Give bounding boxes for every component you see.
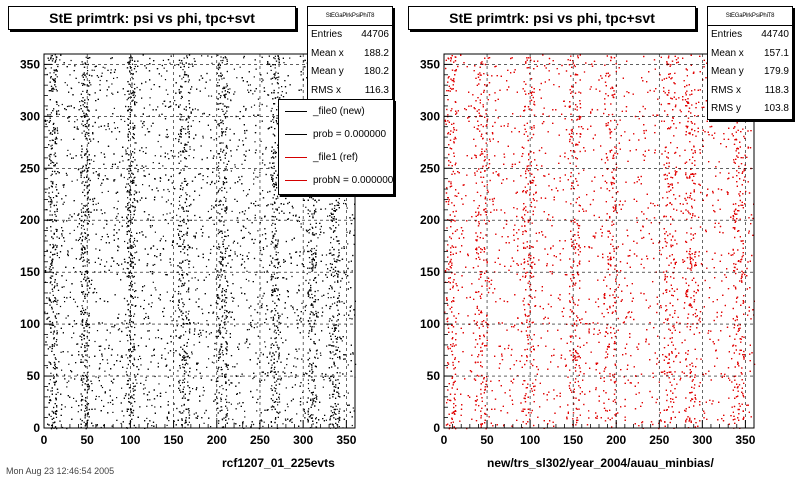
- y-tick-label: 350: [20, 57, 40, 71]
- y-tick-label: 150: [420, 265, 440, 279]
- legend-label: probN = 0.000000: [313, 175, 394, 186]
- legend-line-swatch: [285, 180, 307, 181]
- y-tick-label: 0: [433, 421, 440, 435]
- left-stats-header: StEGaPlrkPsiPhiT8: [308, 7, 392, 26]
- stat-value: 157.1: [763, 47, 789, 59]
- y-tick-label: 300: [420, 109, 440, 123]
- left-stats-box: StEGaPlrkPsiPhiT8 Entries 44706 Mean x 188…: [307, 6, 393, 102]
- right-stats-row: Mean y 179.9: [708, 63, 792, 82]
- x-tick-label: 150: [563, 433, 583, 447]
- stat-label: Mean x: [311, 47, 344, 59]
- stat-value: 44740: [761, 29, 789, 40]
- plot-area-1: 0 50 100 150 200 250 300 350 0 50 100 150 200 250 300 3…: [420, 53, 756, 447]
- left-stats-row: Mean x 188.2: [308, 45, 392, 64]
- stat-value: 103.8: [763, 103, 789, 114]
- right-panel-title: StE primtrk: psi vs phi, tpc+svt: [408, 6, 696, 30]
- plot-area-0: 0 50 100 150 200 250 300 350 0 50 100 150 200 250 300 3…: [20, 53, 357, 447]
- stat-value: 118.3: [764, 84, 789, 96]
- x-tick-label: 300: [293, 433, 313, 447]
- left-stats-row: Mean y 180.2: [308, 63, 392, 82]
- legend-label: prob = 0.000000: [313, 129, 387, 140]
- legend-label: _file0 (new): [313, 106, 365, 117]
- x-tick-label: 50: [81, 433, 95, 447]
- stat-value: 116.3: [364, 84, 389, 96]
- stat-label: RMS y: [711, 103, 741, 114]
- y-tick-label: 300: [20, 109, 40, 123]
- y-tick-label: 200: [420, 213, 440, 227]
- x-tick-label: 250: [649, 433, 669, 447]
- right-stats-header: StEGaPlrkPsiPhiT8: [708, 7, 792, 26]
- y-tick-label: 350: [420, 57, 440, 71]
- stat-label: Mean x: [711, 47, 744, 59]
- left-x-axis-caption: rcf1207_01_225evts: [222, 456, 335, 470]
- x-tick-label: 200: [606, 433, 626, 447]
- y-tick-label: 50: [27, 369, 41, 383]
- y-tick-label: 250: [420, 161, 440, 175]
- y-tick-label: 250: [20, 161, 40, 175]
- y-tick-label: 150: [20, 265, 40, 279]
- right-stats-row: RMS x 118.3: [708, 82, 792, 101]
- y-tick-label: 100: [420, 317, 440, 331]
- right-stats-row: RMS y 103.8: [708, 100, 792, 119]
- x-tick-label: 0: [41, 433, 48, 447]
- stat-label: Entries: [711, 29, 743, 40]
- x-tick-label: 300: [692, 433, 712, 447]
- right-stats-row: Entries 44740: [708, 26, 792, 45]
- y-tick-label: 50: [427, 369, 441, 383]
- right-stats-box: StEGaPlrkPsiPhiT8 Entries 44740 Mean x 157…: [707, 6, 793, 120]
- timestamp-footer: Mon Aug 23 12:46:54 2005: [6, 466, 115, 476]
- y-tick-label: 0: [33, 421, 40, 435]
- stat-label: Mean y: [711, 66, 744, 77]
- legend-entry: probN = 0.000000: [279, 169, 393, 192]
- stat-label: RMS x: [711, 84, 741, 96]
- stat-label: Mean y: [311, 66, 344, 77]
- legend-box: _file0 (new) prob = 0.000000 _file1 (ref…: [278, 99, 394, 195]
- stat-value: 44706: [361, 29, 389, 40]
- x-tick-label: 250: [250, 433, 270, 447]
- x-tick-label: 350: [735, 433, 755, 447]
- right-x-axis-caption: new/trs_sl302/year_2004/auau_minbias/: [487, 456, 714, 470]
- x-tick-label: 200: [207, 433, 227, 447]
- stat-value: 188.2: [363, 47, 389, 59]
- legend-label: _file1 (ref): [313, 152, 359, 163]
- x-tick-label: 100: [120, 433, 140, 447]
- left-stats-row: Entries 44706: [308, 26, 392, 45]
- legend-line-swatch: [285, 157, 307, 158]
- stat-label: Entries: [311, 29, 343, 40]
- left-stats-row: RMS x 116.3: [308, 82, 392, 101]
- legend-line-swatch: [285, 134, 307, 135]
- x-tick-label: 50: [480, 433, 494, 447]
- right-stats-row: Mean x 157.1: [708, 45, 792, 64]
- scatter-points: [44, 54, 357, 430]
- x-tick-label: 0: [441, 433, 448, 447]
- x-tick-label: 100: [520, 433, 540, 447]
- x-tick-label: 350: [336, 433, 356, 447]
- stat-value: 180.2: [363, 66, 389, 77]
- left-panel-title: StE primtrk: psi vs phi, tpc+svt: [8, 6, 296, 30]
- legend-entry: prob = 0.000000: [279, 123, 393, 146]
- stat-value: 179.9: [763, 66, 789, 77]
- y-tick-label: 100: [20, 317, 40, 331]
- legend-entry: _file0 (new): [279, 100, 393, 123]
- legend-line-swatch: [285, 111, 307, 112]
- y-tick-label: 200: [20, 213, 40, 227]
- x-tick-label: 150: [164, 433, 184, 447]
- stat-label: RMS x: [311, 84, 341, 96]
- legend-entry: _file1 (ref): [279, 146, 393, 169]
